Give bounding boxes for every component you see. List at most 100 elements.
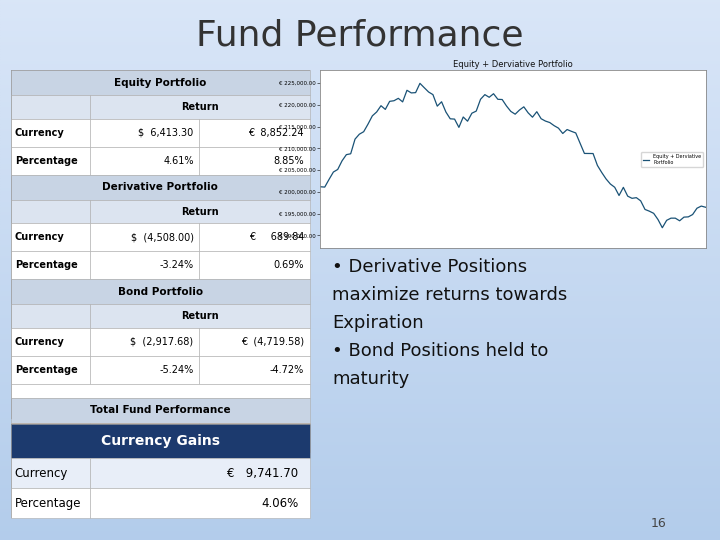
- Bar: [0, 389, 720, 392]
- Text: Percentage: Percentage: [14, 156, 78, 166]
- Bar: [0, 84, 720, 86]
- Bar: [199, 147, 310, 174]
- Bar: [0, 297, 720, 300]
- Bar: [0, 16, 720, 19]
- Text: Currency Gains: Currency Gains: [101, 434, 220, 448]
- Bar: [0, 440, 720, 443]
- Bar: [0, 375, 720, 378]
- Bar: [0, 424, 720, 427]
- Text: Return: Return: [181, 207, 219, 217]
- Bar: [0, 305, 720, 308]
- Bar: [0, 221, 720, 224]
- Bar: [0, 68, 720, 70]
- Bar: [0, 92, 720, 94]
- Bar: [11, 488, 90, 518]
- Text: $  (2,917.68): $ (2,917.68): [130, 337, 194, 347]
- Bar: [90, 200, 310, 224]
- Bar: [0, 346, 720, 348]
- Bar: [0, 508, 720, 510]
- Bar: [0, 364, 720, 367]
- Bar: [0, 208, 720, 211]
- Bar: [0, 451, 720, 454]
- Text: Equity Portfolio: Equity Portfolio: [114, 78, 207, 87]
- Bar: [0, 362, 720, 364]
- Bar: [0, 286, 720, 289]
- Bar: [0, 251, 720, 254]
- Bar: [0, 443, 720, 445]
- Bar: [199, 224, 310, 251]
- Bar: [11, 200, 90, 224]
- Bar: [0, 383, 720, 386]
- Bar: [0, 408, 720, 410]
- Bar: [0, 135, 720, 138]
- Bar: [0, 513, 720, 516]
- Bar: [11, 423, 90, 453]
- Text: €  (4,719.58): € (4,719.58): [241, 337, 304, 347]
- Bar: [11, 224, 90, 251]
- Text: Percentage: Percentage: [14, 497, 81, 510]
- Bar: [0, 59, 720, 62]
- Bar: [0, 505, 720, 508]
- Text: 4.06%: 4.06%: [261, 497, 299, 510]
- Bar: [0, 176, 720, 178]
- Text: Percentage: Percentage: [14, 260, 78, 270]
- Bar: [0, 324, 720, 327]
- Bar: [0, 418, 720, 421]
- Bar: [0, 197, 720, 200]
- Bar: [0, 284, 720, 286]
- Bar: [11, 147, 90, 174]
- Bar: [0, 205, 720, 208]
- Bar: [0, 392, 720, 394]
- Text: 8.85%: 8.85%: [274, 156, 304, 166]
- Bar: [0, 535, 720, 537]
- Bar: [0, 213, 720, 216]
- Text: -5.24%: -5.24%: [159, 364, 194, 375]
- Bar: [0, 200, 720, 202]
- Bar: [0, 529, 720, 532]
- Bar: [0, 89, 720, 92]
- Bar: [0, 19, 720, 22]
- Text: • Derivative Positions
maximize returns towards
Expiration
• Bond Positions held: • Derivative Positions maximize returns …: [332, 259, 567, 388]
- Bar: [0, 472, 720, 475]
- Bar: [0, 475, 720, 478]
- Bar: [0, 230, 720, 232]
- Bar: [0, 219, 720, 221]
- Bar: [90, 423, 199, 453]
- Bar: [0, 294, 720, 297]
- Bar: [0, 194, 720, 197]
- Text: 4.61%: 4.61%: [163, 156, 194, 166]
- Bar: [199, 251, 310, 279]
- Bar: [0, 437, 720, 440]
- Bar: [0, 394, 720, 397]
- Bar: [0, 308, 720, 310]
- Bar: [0, 327, 720, 329]
- Bar: [0, 127, 720, 130]
- Bar: [0, 202, 720, 205]
- Bar: [0, 446, 720, 448]
- Bar: [0, 491, 720, 494]
- Bar: [0, 151, 720, 154]
- Bar: [90, 328, 199, 356]
- Bar: [11, 424, 310, 458]
- Bar: [0, 119, 720, 122]
- Bar: [11, 397, 310, 423]
- Bar: [0, 170, 720, 173]
- Bar: [0, 267, 720, 270]
- Bar: [0, 510, 720, 513]
- Bar: [0, 130, 720, 132]
- Bar: [0, 254, 720, 256]
- Text: €   9,741.70: € 9,741.70: [228, 467, 299, 480]
- Bar: [90, 488, 310, 518]
- Bar: [0, 103, 720, 105]
- Text: Currency: Currency: [14, 232, 65, 242]
- Bar: [0, 124, 720, 127]
- Bar: [0, 43, 720, 46]
- Bar: [0, 516, 720, 518]
- Bar: [0, 248, 720, 251]
- Text: €     689.84: € 689.84: [248, 232, 304, 242]
- Bar: [0, 154, 720, 157]
- Bar: [0, 386, 720, 389]
- Bar: [0, 464, 720, 467]
- Bar: [0, 165, 720, 167]
- Bar: [0, 521, 720, 524]
